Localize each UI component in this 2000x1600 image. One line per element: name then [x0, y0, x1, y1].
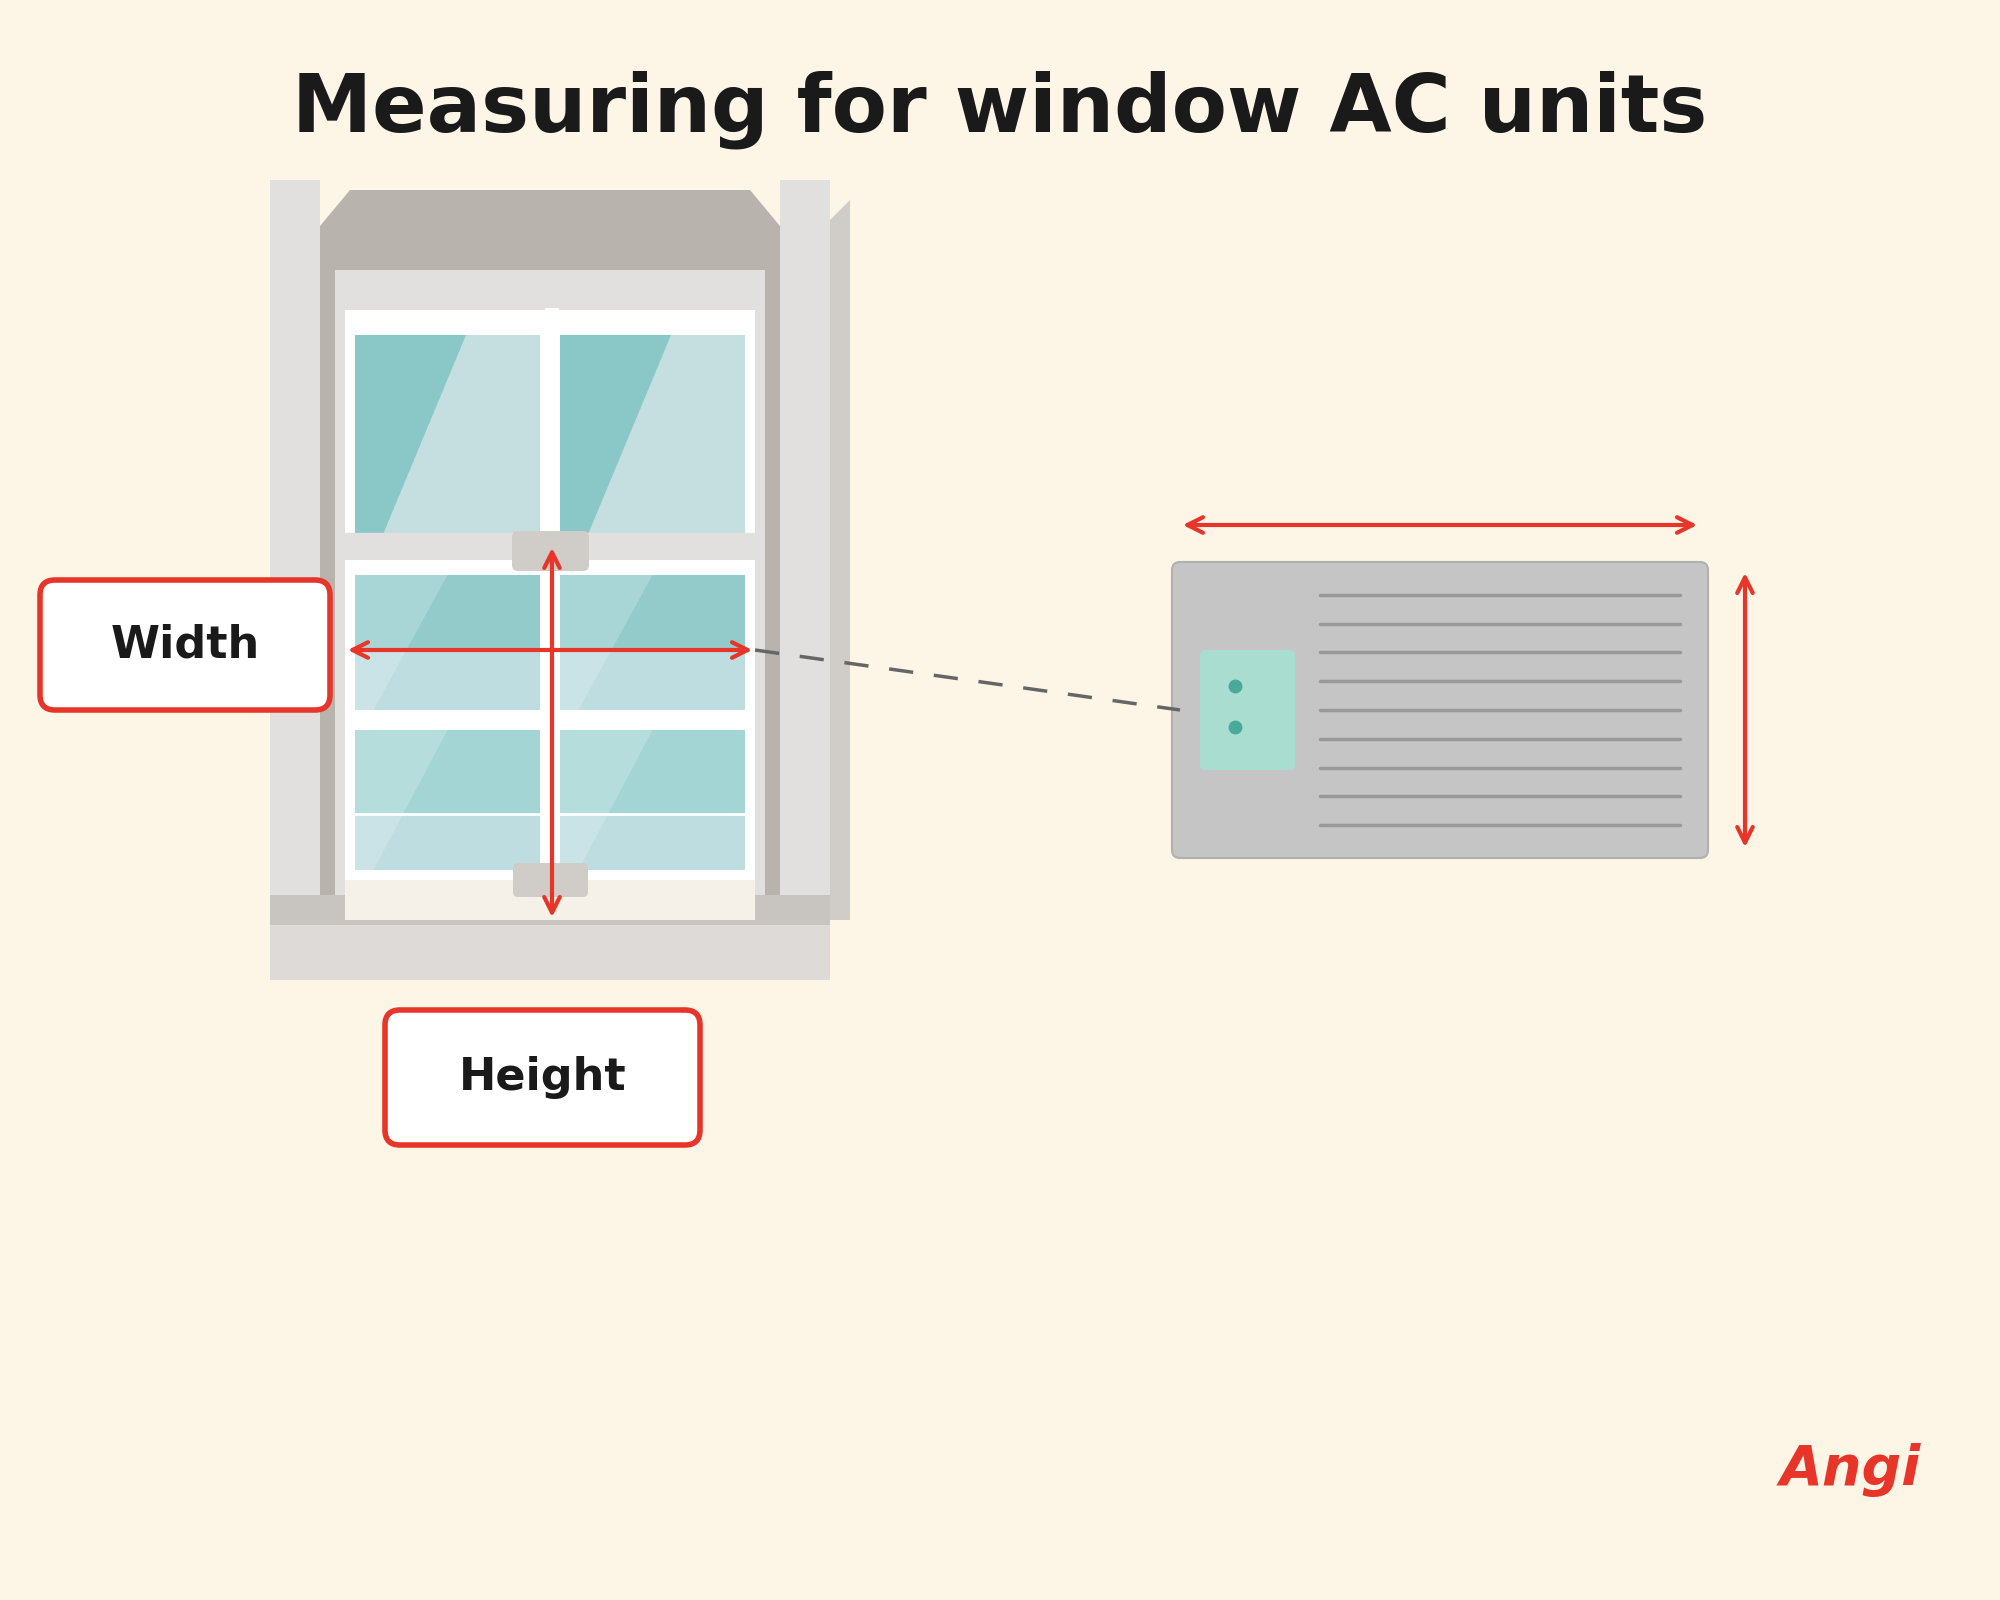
- Text: Measuring for window AC units: Measuring for window AC units: [292, 70, 1708, 149]
- Bar: [346, 560, 756, 880]
- Polygon shape: [356, 574, 448, 710]
- Bar: [356, 574, 540, 650]
- FancyBboxPatch shape: [1200, 650, 1296, 770]
- Polygon shape: [800, 200, 850, 920]
- Text: Width: Width: [110, 624, 260, 667]
- Polygon shape: [560, 574, 652, 710]
- Bar: [560, 730, 744, 814]
- Bar: [780, 179, 830, 979]
- Bar: [346, 880, 756, 920]
- FancyBboxPatch shape: [40, 579, 330, 710]
- Bar: [270, 894, 830, 925]
- Bar: [336, 270, 764, 899]
- Bar: [560, 574, 744, 650]
- Polygon shape: [356, 334, 466, 534]
- FancyBboxPatch shape: [512, 531, 588, 571]
- Polygon shape: [300, 190, 800, 250]
- Bar: [356, 650, 540, 710]
- Bar: [356, 334, 540, 534]
- Bar: [560, 574, 744, 710]
- Bar: [270, 920, 830, 979]
- Bar: [560, 334, 744, 534]
- Bar: [346, 310, 756, 546]
- FancyBboxPatch shape: [1172, 562, 1708, 858]
- Bar: [300, 250, 800, 920]
- Bar: [356, 730, 540, 814]
- FancyBboxPatch shape: [512, 862, 588, 898]
- Polygon shape: [560, 334, 672, 534]
- Polygon shape: [560, 730, 652, 870]
- Bar: [356, 814, 540, 870]
- Text: Height: Height: [458, 1056, 626, 1099]
- Text: Angi: Angi: [1780, 1443, 1920, 1498]
- Polygon shape: [356, 730, 448, 870]
- Bar: [270, 179, 320, 979]
- Bar: [560, 730, 744, 870]
- Bar: [356, 730, 540, 870]
- Bar: [356, 574, 540, 710]
- FancyBboxPatch shape: [384, 1010, 700, 1146]
- Bar: [560, 814, 744, 870]
- Bar: [560, 650, 744, 710]
